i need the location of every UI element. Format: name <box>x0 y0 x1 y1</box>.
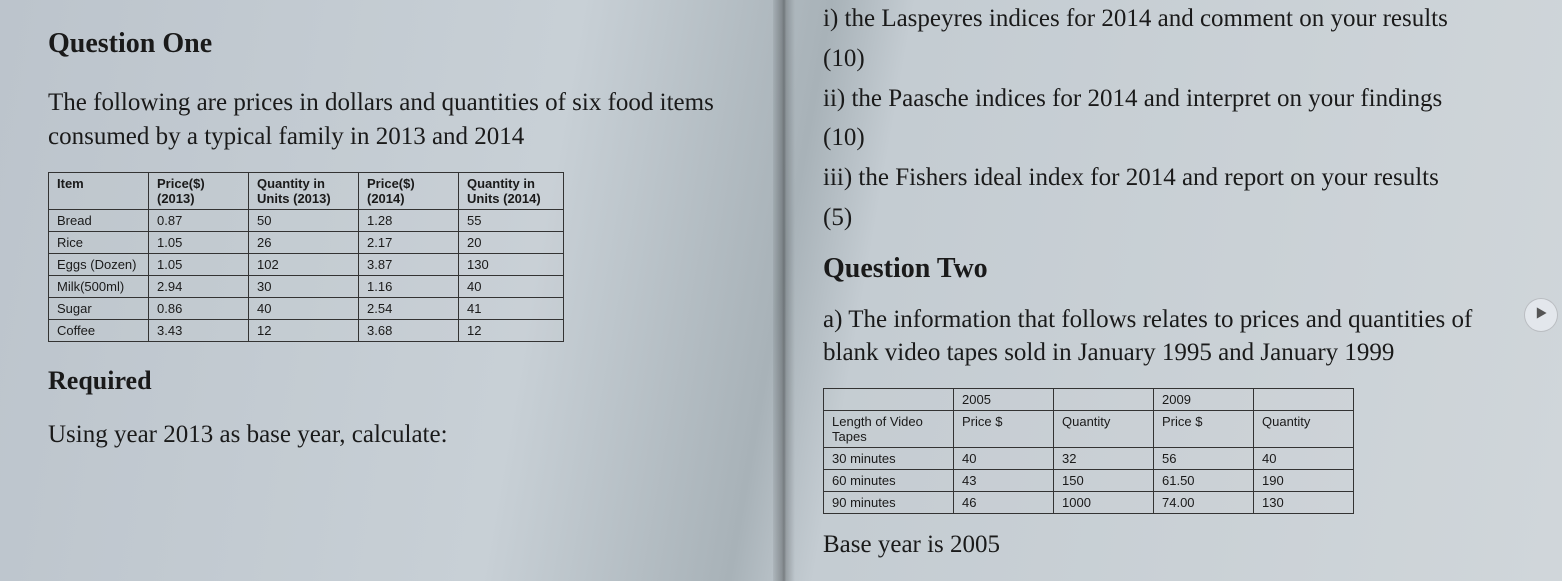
part-i-marks: (10) <box>823 42 1522 76</box>
yh-blank3 <box>1254 389 1354 411</box>
question-one-heading: Question One <box>48 28 733 60</box>
table-cell: 55 <box>459 209 564 231</box>
table-cell: 102 <box>249 253 359 275</box>
table-row: Eggs (Dozen)1.051023.87130 <box>49 253 564 275</box>
table-cell: 30 minutes <box>824 448 954 470</box>
table-cell: 1.05 <box>149 253 249 275</box>
table-cell: 40 <box>249 297 359 319</box>
part-iii-marks: (5) <box>823 201 1522 235</box>
c-qty09: Quantity <box>1254 411 1354 448</box>
col-header-row: Length of Video Tapes Price $ Quantity P… <box>824 411 1354 448</box>
table-row: Sugar0.86402.5441 <box>49 297 564 319</box>
required-label: Required <box>48 366 733 396</box>
table-cell: 20 <box>459 231 564 253</box>
question-two-heading: Question Two <box>823 253 1522 285</box>
table-cell: 43 <box>954 470 1054 492</box>
table-cell: 1000 <box>1054 492 1154 514</box>
table-row: Rice1.05262.1720 <box>49 231 564 253</box>
col-price-2014: Price($) (2014) <box>359 172 459 209</box>
yh-2009: 2009 <box>1154 389 1254 411</box>
table-cell: 3.68 <box>359 319 459 341</box>
c-price09: Price $ <box>1154 411 1254 448</box>
col-qty-2014: Quantity in Units (2014) <box>459 172 564 209</box>
table-cell: Milk(500ml) <box>49 275 149 297</box>
table-cell: 30 <box>249 275 359 297</box>
table-row: Bread0.87501.2855 <box>49 209 564 231</box>
table-header-row: Item Price($) (2013) Quantity in Units (… <box>49 172 564 209</box>
right-page: i) the Laspeyres indices for 2014 and co… <box>781 0 1562 581</box>
table-cell: 3.87 <box>359 253 459 275</box>
yh-blank <box>824 389 954 411</box>
table-cell: 3.43 <box>149 319 249 341</box>
table-cell: 130 <box>459 253 564 275</box>
play-icon <box>1534 306 1548 325</box>
table-cell: 0.86 <box>149 297 249 319</box>
video-tapes-table: 2005 2009 Length of Video Tapes Price $ … <box>823 388 1354 514</box>
col-price-2013: Price($) (2013) <box>149 172 249 209</box>
c-length: Length of Video Tapes <box>824 411 954 448</box>
table-row: Milk(500ml)2.94301.1640 <box>49 275 564 297</box>
year-header-row: 2005 2009 <box>824 389 1354 411</box>
yh-blank2 <box>1054 389 1154 411</box>
part-iii: iii) the Fishers ideal index for 2014 an… <box>823 161 1522 195</box>
food-prices-table: Item Price($) (2013) Quantity in Units (… <box>48 172 564 342</box>
table-row: 30 minutes40325640 <box>824 448 1354 470</box>
table-cell: 1.28 <box>359 209 459 231</box>
table-cell: Rice <box>49 231 149 253</box>
part-ii: ii) the Paasche indices for 2014 and int… <box>823 82 1522 116</box>
table-cell: 2.94 <box>149 275 249 297</box>
table-cell: 12 <box>249 319 359 341</box>
col-qty-2013: Quantity in Units (2013) <box>249 172 359 209</box>
table-cell: 130 <box>1254 492 1354 514</box>
base-year-2005: Base year is 2005 <box>823 528 1522 562</box>
table-cell: 32 <box>1054 448 1154 470</box>
table-row: Coffee3.43123.6812 <box>49 319 564 341</box>
table-cell: 90 minutes <box>824 492 954 514</box>
table-cell: 2.17 <box>359 231 459 253</box>
table-cell: 2.54 <box>359 297 459 319</box>
table-cell: 56 <box>1154 448 1254 470</box>
food-table-body: Bread0.87501.2855Rice1.05262.1720Eggs (D… <box>49 209 564 341</box>
table-row: 60 minutes4315061.50190 <box>824 470 1354 492</box>
table-cell: 26 <box>249 231 359 253</box>
next-page-button[interactable] <box>1524 298 1558 332</box>
question-one-intro: The following are prices in dollars and … <box>48 86 733 154</box>
table-cell: 0.87 <box>149 209 249 231</box>
table-cell: 190 <box>1254 470 1354 492</box>
table-cell: 74.00 <box>1154 492 1254 514</box>
table-cell: 1.05 <box>149 231 249 253</box>
table-cell: Bread <box>49 209 149 231</box>
c-qty05: Quantity <box>1054 411 1154 448</box>
table-cell: Coffee <box>49 319 149 341</box>
table-cell: 40 <box>459 275 564 297</box>
yh-2005: 2005 <box>954 389 1054 411</box>
question-two-intro: a) The information that follows relates … <box>823 303 1522 371</box>
base-year-line: Using year 2013 as base year, calculate: <box>48 418 733 452</box>
c-price05: Price $ <box>954 411 1054 448</box>
table-cell: 150 <box>1054 470 1154 492</box>
table-cell: 40 <box>1254 448 1354 470</box>
table-cell: 41 <box>459 297 564 319</box>
table-cell: 40 <box>954 448 1054 470</box>
table-cell: Sugar <box>49 297 149 319</box>
table-cell: 50 <box>249 209 359 231</box>
part-i: i) the Laspeyres indices for 2014 and co… <box>823 2 1522 36</box>
table-cell: 46 <box>954 492 1054 514</box>
table-cell: 60 minutes <box>824 470 954 492</box>
table-cell: 1.16 <box>359 275 459 297</box>
table-cell: Eggs (Dozen) <box>49 253 149 275</box>
col-item: Item <box>49 172 149 209</box>
left-page: Question One The following are prices in… <box>0 0 781 581</box>
table-cell: 12 <box>459 319 564 341</box>
table-cell: 61.50 <box>1154 470 1254 492</box>
table-row: 90 minutes46100074.00130 <box>824 492 1354 514</box>
part-ii-marks: (10) <box>823 121 1522 155</box>
tapes-table-body: 30 minutes4032564060 minutes4315061.5019… <box>824 448 1354 514</box>
